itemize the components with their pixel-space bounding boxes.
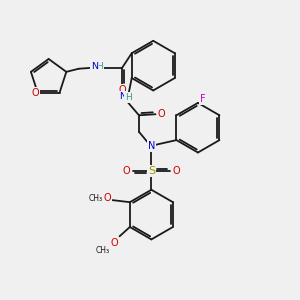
Text: CH₃: CH₃	[89, 194, 103, 202]
Text: O: O	[172, 166, 180, 176]
Text: H: H	[125, 93, 132, 102]
Text: N: N	[91, 62, 98, 71]
Text: O: O	[123, 166, 130, 176]
Text: O: O	[32, 88, 39, 98]
Text: O: O	[103, 193, 111, 203]
Text: N: N	[119, 92, 126, 101]
Text: O: O	[118, 85, 126, 95]
Text: N: N	[148, 141, 155, 151]
Text: S: S	[148, 166, 155, 176]
Text: F: F	[200, 94, 206, 104]
Text: H: H	[96, 62, 103, 71]
Text: O: O	[110, 238, 118, 248]
Text: O: O	[158, 109, 166, 119]
Text: CH₃: CH₃	[96, 246, 110, 255]
